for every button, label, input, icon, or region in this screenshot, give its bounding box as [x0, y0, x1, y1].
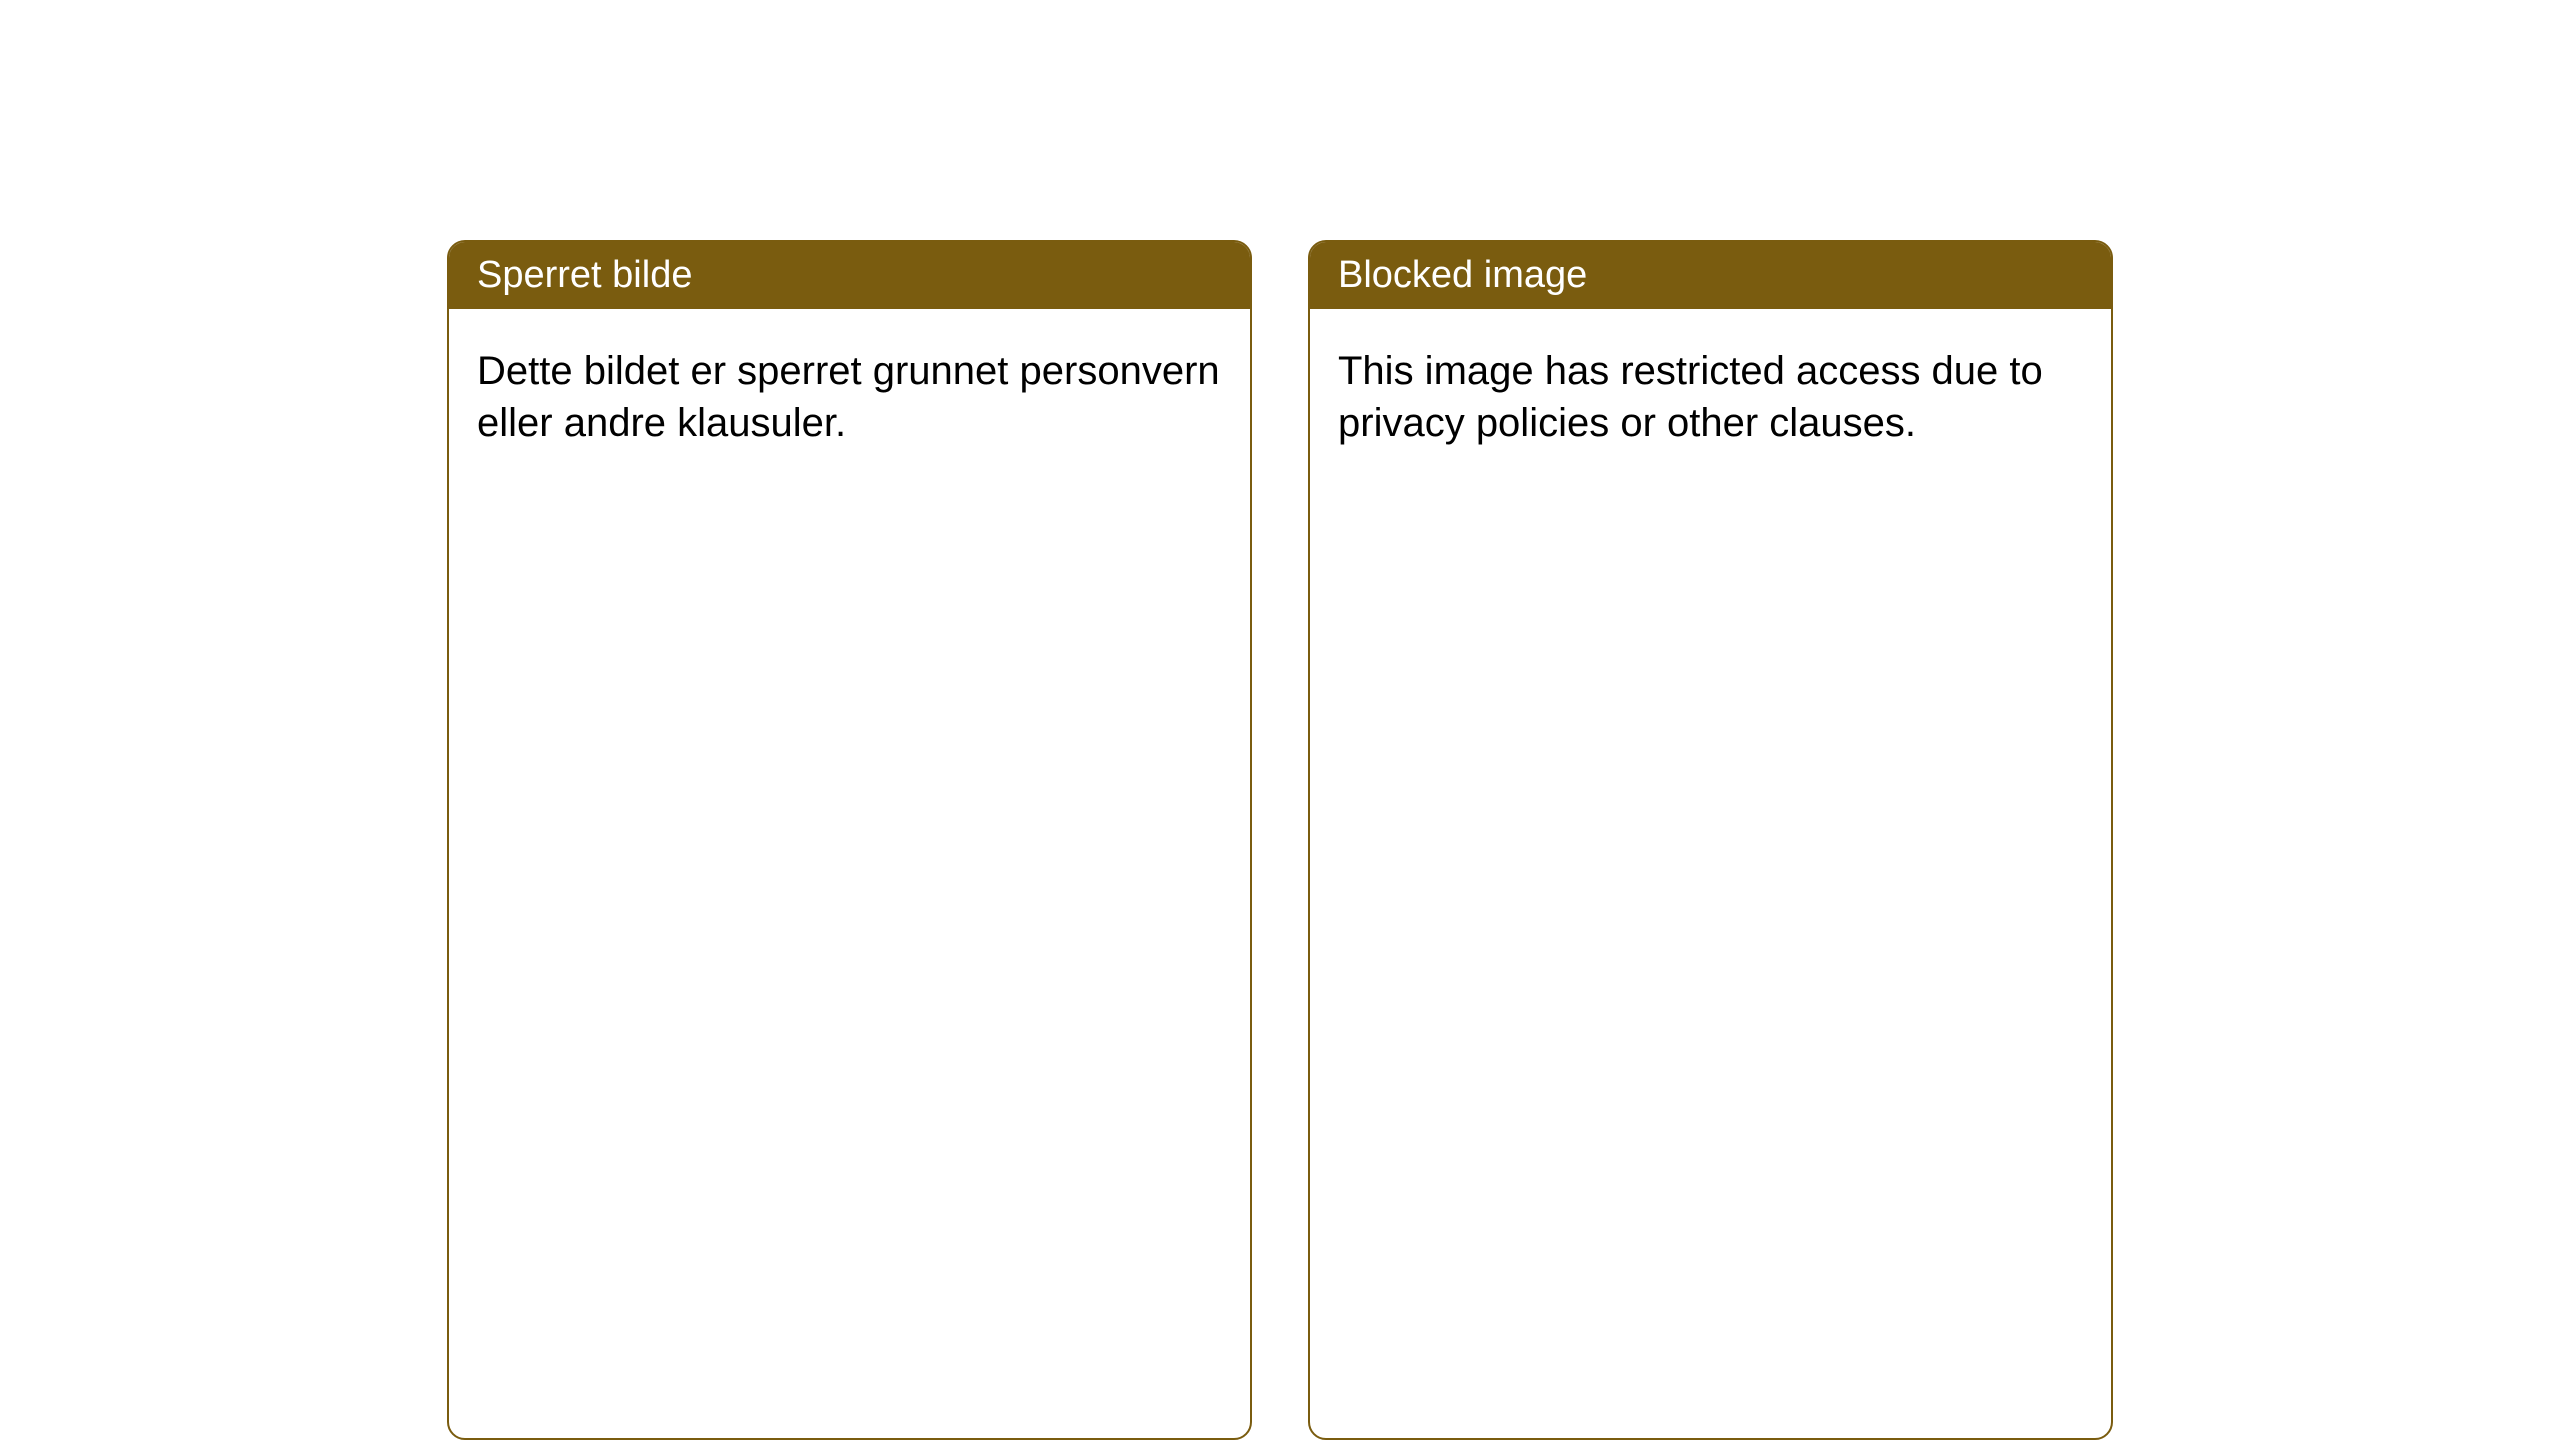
card-header-en: Blocked image [1310, 242, 2111, 309]
blocked-image-card-no: Sperret bilde Dette bildet er sperret gr… [447, 240, 1252, 1440]
blocked-image-notices: Sperret bilde Dette bildet er sperret gr… [447, 240, 2113, 1440]
card-body-no: Dette bildet er sperret grunnet personve… [449, 309, 1250, 519]
card-body-en: This image has restricted access due to … [1310, 309, 2111, 519]
card-header-no: Sperret bilde [449, 242, 1250, 309]
blocked-image-card-en: Blocked image This image has restricted … [1308, 240, 2113, 1440]
